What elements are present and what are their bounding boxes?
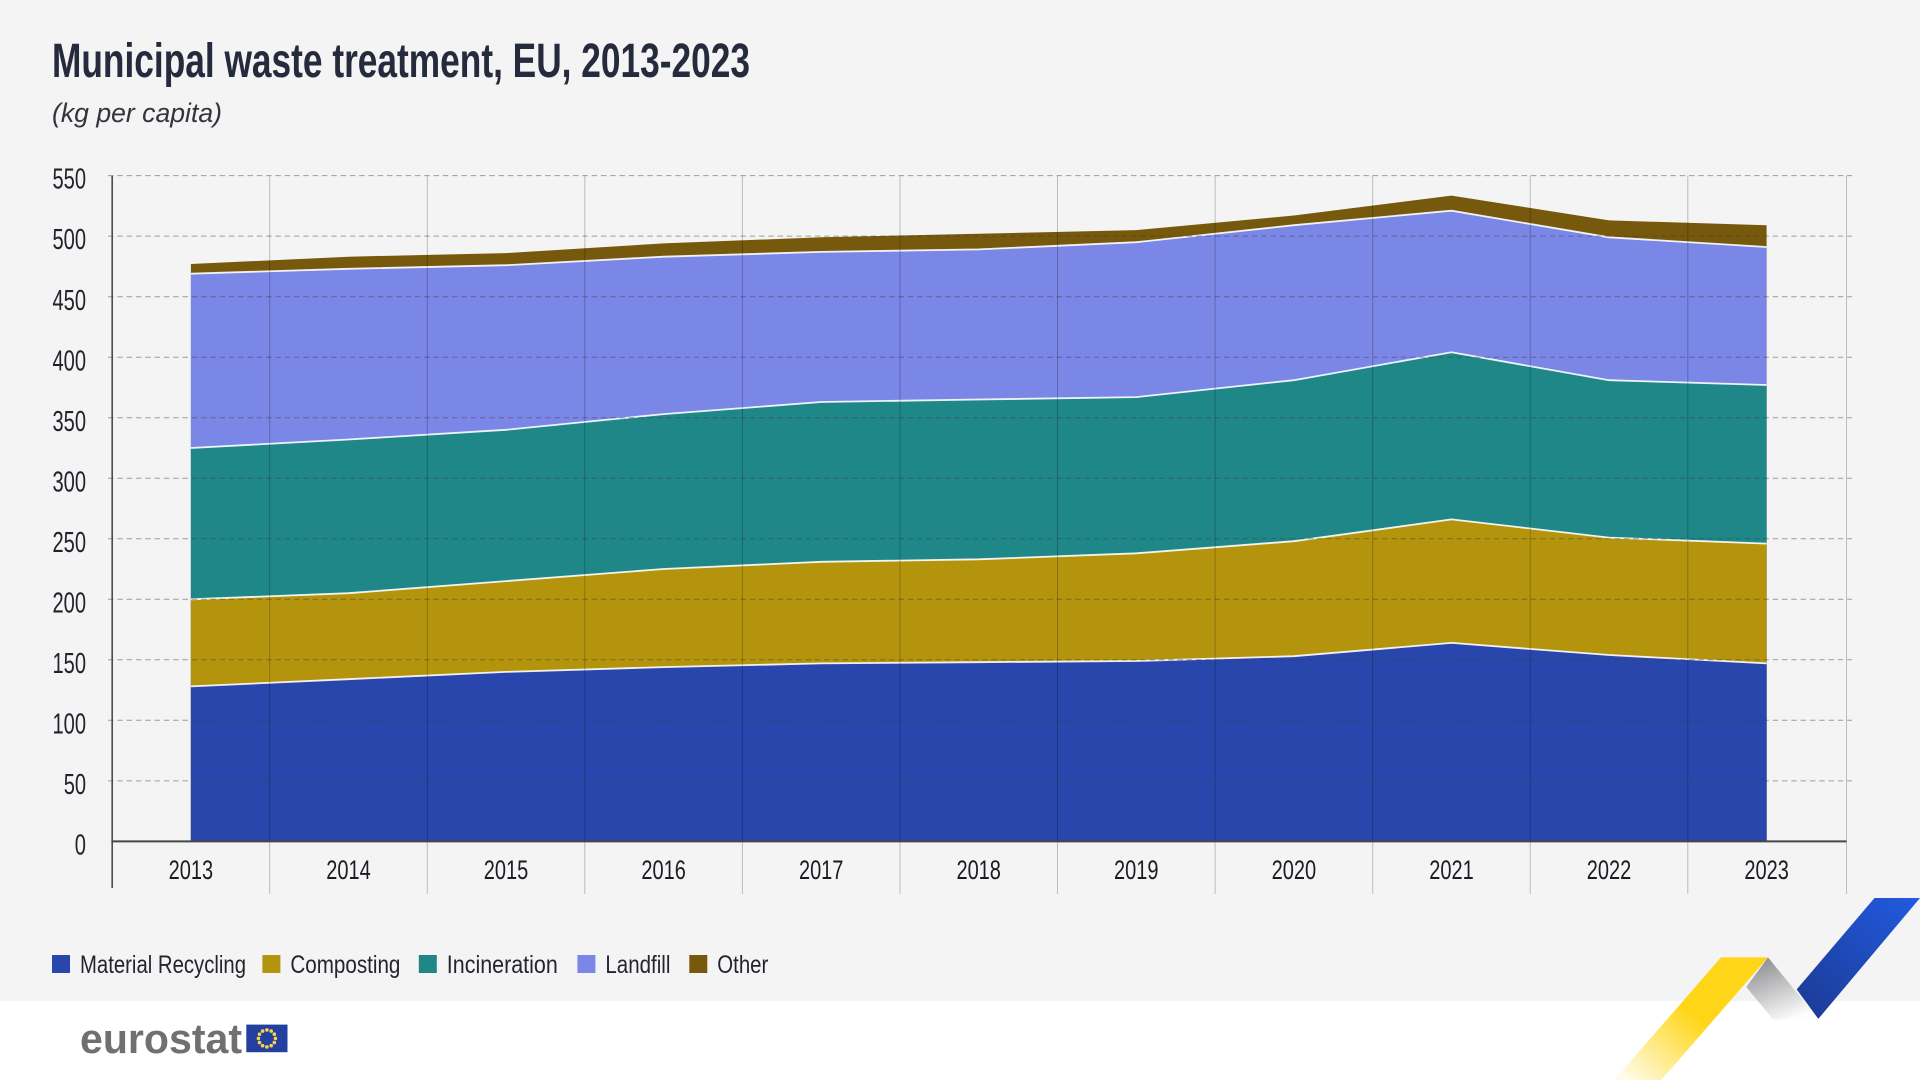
svg-text:2014: 2014	[326, 855, 371, 885]
svg-text:2013: 2013	[169, 855, 214, 885]
svg-text:400: 400	[53, 345, 87, 377]
svg-text:2016: 2016	[641, 855, 686, 885]
svg-text:50: 50	[64, 769, 86, 801]
svg-text:0: 0	[75, 830, 86, 862]
svg-text:Composting: Composting	[290, 951, 400, 979]
svg-text:300: 300	[53, 466, 87, 498]
svg-text:Material Recycling: Material Recycling	[80, 951, 246, 979]
svg-text:2018: 2018	[956, 855, 1001, 885]
svg-text:100: 100	[53, 708, 87, 740]
svg-text:2020: 2020	[1272, 855, 1317, 885]
svg-text:Other: Other	[717, 951, 768, 979]
svg-text:500: 500	[53, 224, 87, 256]
svg-text:2015: 2015	[484, 855, 529, 885]
svg-text:2017: 2017	[799, 855, 844, 885]
svg-text:350: 350	[53, 406, 87, 438]
svg-text:550: 550	[53, 164, 87, 196]
svg-text:450: 450	[53, 285, 87, 317]
svg-text:250: 250	[53, 527, 87, 559]
svg-text:2021: 2021	[1429, 855, 1474, 885]
svg-text:2023: 2023	[1744, 855, 1789, 885]
svg-text:(kg per capita): (kg per capita)	[52, 98, 222, 128]
svg-text:200: 200	[53, 587, 87, 619]
svg-text:2019: 2019	[1114, 855, 1159, 885]
svg-text:150: 150	[53, 648, 87, 680]
svg-text:Landfill: Landfill	[605, 951, 670, 979]
svg-text:2022: 2022	[1587, 855, 1632, 885]
svg-text:Municipal waste treatment, EU,: Municipal waste treatment, EU, 2013-2023	[52, 35, 750, 88]
svg-text:Incineration: Incineration	[447, 951, 558, 979]
svg-text:eurostat: eurostat	[80, 1015, 242, 1062]
